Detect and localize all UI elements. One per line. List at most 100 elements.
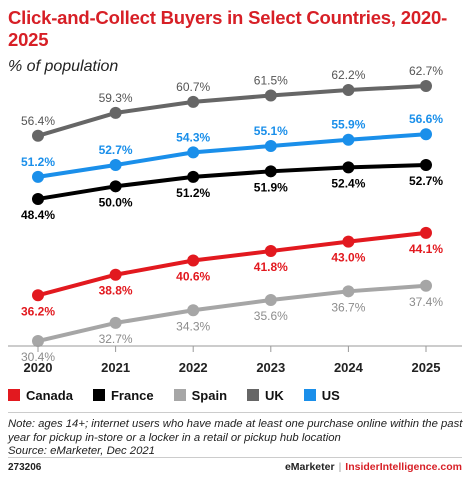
data-point-us-2023 [264,140,277,153]
data-point-uk-2020 [32,129,44,142]
data-point-spain-2023 [264,294,277,306]
brand-separator: | [338,461,342,473]
data-label-us-2024: 55.9% [331,118,365,132]
legend-item-us: US [303,387,340,403]
data-label-france-2022: 51.2% [176,186,210,200]
data-label-france-2023: 51.9% [254,180,288,194]
data-label-us-2021: 52.7% [99,143,133,157]
chart-title: Click-and-Collect Buyers in Select Count… [8,7,448,50]
data-label-us-2023: 55.1% [254,124,288,138]
data-point-us-2025 [420,128,432,141]
data-labels-layer: 36.2% 38.8% 40.6% 41.8% 43.0% 44.1% 48.4% 50.0%… [21,64,443,364]
data-label-france-2020: 48.4% [21,208,55,222]
data-label-uk-2023: 61.5% [254,74,288,88]
data-label-france-2021: 50.0% [99,195,133,209]
series-line-uk [37,84,427,138]
data-label-spain-2021: 32.7% [99,332,133,346]
data-point-france-2021 [109,180,122,193]
data-point-canada-2022 [187,254,200,267]
data-point-spain-2020 [32,335,44,348]
data-label-spain-2022: 34.3% [176,319,210,333]
data-label-spain-2020: 30.4% [21,350,55,364]
legend-swatch-canada [8,389,20,401]
legend-item-canada: Canada [8,388,73,403]
x-tick-label-2025: 2025 [412,360,441,375]
legend-label-france: France [110,387,154,403]
emarketer-logo-text: eMarketer [284,461,335,473]
data-point-canada-2023 [264,245,277,258]
legend-swatch-france [92,389,105,401]
data-point-canada-2020 [32,289,44,302]
data-point-us-2024 [342,133,355,146]
data-point-spain-2021 [109,316,122,329]
data-point-uk-2022 [187,95,200,108]
data-point-france-2020 [32,192,44,205]
data-point-france-2025 [420,159,432,171]
data-label-canada-2024: 43.0% [331,251,365,265]
series-layer [32,80,432,348]
data-label-uk-2021: 59.3% [99,91,133,105]
data-label-canada-2023: 41.8% [254,260,288,274]
x-tick-label-2021: 2021 [101,360,130,375]
chart-id: 273206 [8,462,42,473]
legend-swatch-uk [247,389,260,401]
data-point-us-2022 [187,146,200,159]
data-point-us-2020 [32,170,44,183]
data-label-uk-2022: 60.7% [176,80,210,94]
data-label-france-2025: 52.7% [409,174,443,188]
note-text: Note: ages 14+; internet users who have … [8,418,463,444]
data-label-spain-2025: 37.4% [409,295,443,309]
data-point-france-2022 [187,170,200,183]
data-label-spain-2023: 35.6% [254,309,288,323]
data-label-canada-2020: 36.2% [21,304,55,318]
legend-label-spain: Spain [191,387,228,403]
data-label-uk-2020: 56.4% [21,114,55,128]
data-label-us-2020: 51.2% [21,155,55,169]
data-point-us-2021 [109,159,122,171]
chart-legend: Canada France Spain UK US [8,386,360,404]
data-point-canada-2025 [420,226,432,239]
data-point-canada-2021 [109,268,122,281]
data-label-spain-2024: 36.7% [331,300,365,314]
x-tick-label-2024: 2024 [334,360,364,375]
divider [8,412,462,413]
data-label-uk-2024: 62.2% [331,68,365,82]
footnote: Note: ages 14+; internet users who have … [8,418,464,459]
x-axis-ticks: 2020 2021 2022 2023 2024 2025 [24,346,441,375]
data-point-uk-2024 [342,84,355,96]
data-label-uk-2025: 62.7% [409,64,443,78]
data-point-uk-2021 [109,106,122,119]
data-point-canada-2024 [342,235,355,248]
data-label-france-2024: 52.4% [331,176,365,190]
data-point-spain-2025 [420,279,432,292]
brand-footer: eMarketer | InsiderIntelligence.com [285,461,462,473]
data-point-france-2023 [264,165,277,178]
x-tick-label-2020: 2020 [24,360,53,375]
data-label-canada-2021: 38.8% [99,284,133,298]
legend-label-uk: UK [265,387,284,403]
x-tick-label-2022: 2022 [179,360,208,375]
data-point-spain-2022 [187,304,200,317]
data-point-uk-2023 [264,89,277,102]
insider-intelligence-link[interactable]: InsiderIntelligence.com [345,461,462,473]
source-text: Source: eMarketer, Dec 2021 [8,445,155,457]
series-line-spain [37,283,427,344]
legend-swatch-us [303,389,316,401]
series-line-france [37,163,427,201]
legend-item-france: France [92,387,154,403]
legend-item-spain: Spain [173,387,228,403]
x-tick-label-2023: 2023 [256,360,285,375]
series-line-canada [37,230,427,298]
data-label-us-2022: 54.3% [176,130,210,144]
data-label-us-2025: 56.6% [409,112,443,126]
data-point-spain-2024 [342,285,355,298]
data-label-canada-2025: 44.1% [409,242,443,256]
data-label-canada-2022: 40.6% [176,270,210,284]
legend-swatch-spain [173,389,186,401]
legend-label-canada: Canada [26,387,73,403]
legend-label-us: US [321,387,340,403]
legend-item-uk: UK [247,388,284,403]
divider-bottom [8,457,462,458]
data-point-france-2024 [342,161,355,174]
